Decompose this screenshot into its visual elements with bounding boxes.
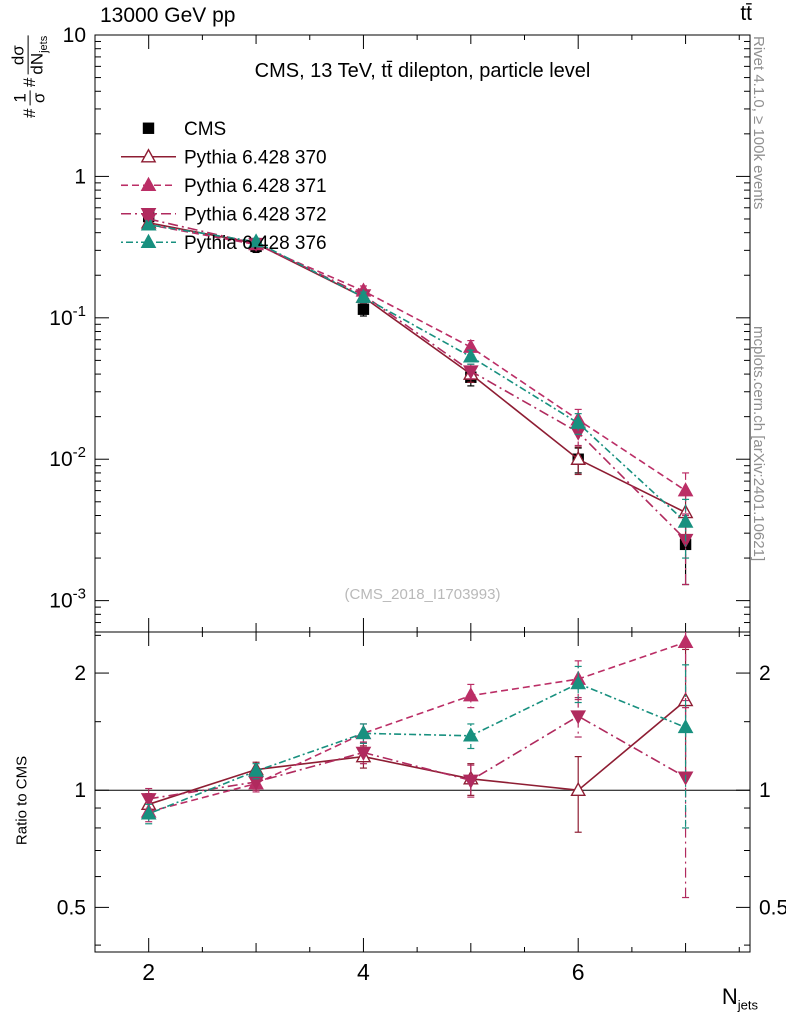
main-series-pythia-6-428-376 [140,216,694,559]
legend: CMS Pythia 6.428 370 Pythia 6.428 371 Pythi… [121,119,327,254]
y-tick-label: 10-1 [49,303,86,330]
ratio-panel-frame [94,631,751,953]
x-tick-label: 4 [357,959,370,985]
legend-label: Pythia 6.428 371 [184,176,327,197]
process-label: tt̄ [740,2,752,25]
ratio-tick-label-left: 1 [74,779,86,802]
ratio-axis-label: Ratio to CMS [13,755,31,846]
x-axis-label: Njets [721,984,758,1013]
ratio-tick-label-left: 0.5 [57,896,86,919]
x-tick-label: 6 [572,959,585,985]
y-axis-label-hash2: # [20,77,39,88]
ratio-tick-label-right: 1 [759,779,771,802]
ratio-tick-label-left: 2 [74,662,86,685]
ratio-series-pythia-6-428-372 [140,696,694,899]
ratio-series-pythia-6-428-376 [140,664,694,829]
mcplots-reference-label: mcplots.cern.ch [arXiv:2401.10621] [750,326,767,562]
main-series-pythia-6-428-370 [140,214,694,543]
y-axis-label-frac2: dσ dNjets [8,35,50,75]
ratio-tick-label-right: 2 [759,662,771,685]
y-tick-label: 10-3 [49,586,86,613]
y-axis-label-hash1: # [20,108,39,119]
analysis-watermark: (CMS_2018_I1703993) [344,586,501,603]
ratio-tick-label-right: 0.5 [759,896,786,919]
ratio-series-pythia-6-428-370 [140,648,694,833]
collider-label: 13000 GeV pp [100,4,236,27]
y-tick-label: 10-2 [49,444,86,471]
y-tick-label: 1 [74,165,86,188]
y-tick-label: 10 [63,24,86,47]
legend-label: Pythia 6.428 370 [184,147,327,168]
x-tick-label: 2 [142,959,155,985]
plot-title: CMS, 13 TeV, tt̄ dilepton, particle leve… [254,60,591,82]
main-series-pythia-6-428-371 [140,216,694,517]
legend-label: Pythia 6.428 372 [184,204,327,225]
legend-label: CMS [184,119,226,140]
main-series-pythia-6-428-372 [140,213,694,586]
main-series-cms [142,210,692,586]
rivet-version-label: Rivet 4.1.0, ≥ 100k events [750,36,767,210]
legend-label: Pythia 6.428 376 [184,233,327,254]
y-axis-label: #1 σ # dσ dNjets [8,0,51,150]
